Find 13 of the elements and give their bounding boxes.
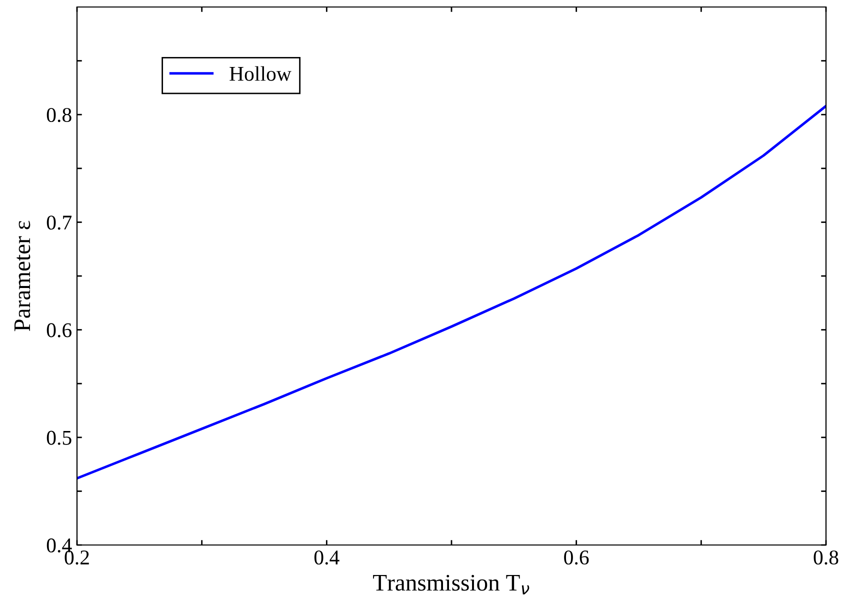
y-tick-label: 0.5 (46, 430, 72, 445)
x-tick-label: 0.2 (64, 550, 89, 565)
y-tick-label: 0.6 (46, 323, 72, 338)
legend-label: Hollow (230, 66, 292, 81)
x-axis-title: Transmission T$_{ν}$ (373, 574, 530, 594)
x-tick-label: 0.4 (314, 550, 340, 565)
y-tick-label: 0.7 (46, 216, 72, 230)
y-axis-title: Parameter ε (14, 220, 30, 332)
y-tick-label: 0.4 (46, 538, 72, 553)
x-tick-label: 0.8 (814, 550, 838, 565)
x-tick-label: 0.6 (564, 550, 589, 565)
y-tick-label: 0.8 (46, 108, 72, 122)
line-series (77, 104, 826, 480)
